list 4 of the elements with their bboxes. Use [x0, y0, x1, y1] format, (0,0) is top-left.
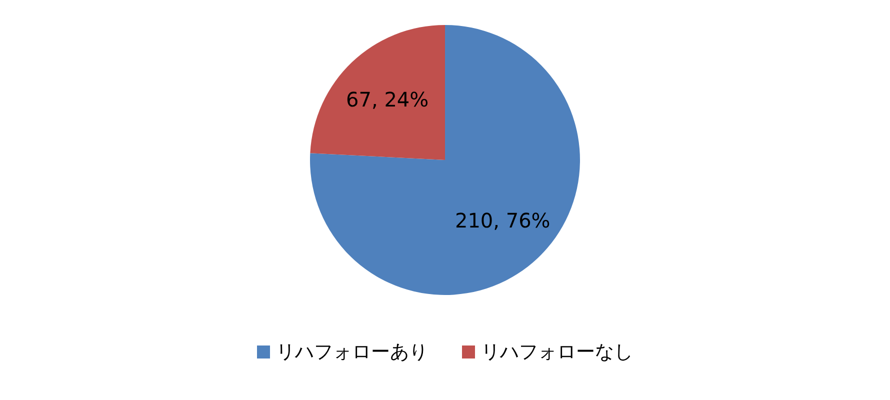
pie-slice	[310, 25, 580, 295]
legend-label: リハフォローなし	[481, 341, 633, 363]
legend-label: リハフォローあり	[276, 341, 428, 363]
pie-slice	[310, 25, 445, 160]
